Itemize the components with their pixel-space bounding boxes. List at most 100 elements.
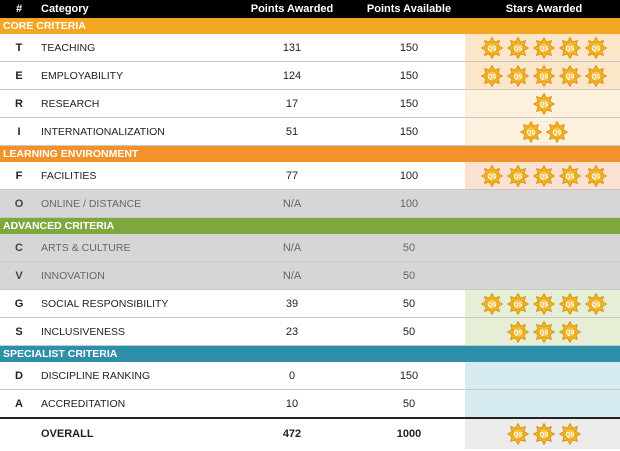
section-specialist-criteria: SPECIALIST CRITERIA [0,345,620,362]
qs-star-icon: QS [507,292,529,315]
svg-text:QS: QS [592,302,601,308]
section-title: ADVANCED CRITERIA [0,217,620,234]
row-points-awarded: N/A [231,234,353,262]
row-category: SOCIAL RESPONSIBILITY [38,289,231,318]
qs-star-icon: QS [559,36,581,59]
qs-star-icon: QS [546,120,568,143]
row-code: E [0,61,38,90]
section-title: CORE CRITERIA [0,18,620,34]
svg-text:QS: QS [540,330,549,336]
row-points-available: 150 [353,117,465,146]
row-code: S [0,317,38,346]
svg-text:QS: QS [540,74,549,80]
table-row: T TEACHING 131 150 QS QS QS QS QS [0,34,620,62]
row-points-awarded: N/A [231,189,353,218]
header-category: Category [38,0,231,18]
table-row: C ARTS & CULTURE N/A 50 [0,234,620,262]
row-code: O [0,189,38,218]
row-code: G [0,289,38,318]
row-code: F [0,162,38,190]
row-code: V [0,261,38,290]
svg-text:QS: QS [514,174,523,180]
row-category: EMPLOYABILITY [38,61,231,90]
table-row: V INNOVATION N/A 50 [0,261,620,290]
row-points-available: 100 [353,162,465,190]
row-points-awarded: 51 [231,117,353,146]
svg-text:QS: QS [566,432,575,438]
table-row: O ONLINE / DISTANCE N/A 100 [0,189,620,218]
svg-text:QS: QS [514,46,523,52]
qs-star-icon: QS [559,320,581,343]
qs-star-icon: QS [533,423,555,445]
qs-star-icon: QS [533,320,555,343]
table-header: # Category Points Awarded Points Availab… [0,0,620,18]
qs-star-icon: QS [507,164,529,187]
svg-text:QS: QS [566,174,575,180]
row-points-available: 50 [353,261,465,290]
qs-star-icon: QS [533,64,555,87]
qs-star-icon: QS [585,64,607,87]
svg-text:QS: QS [566,46,575,52]
svg-text:QS: QS [540,174,549,180]
svg-text:QS: QS [527,130,536,136]
svg-text:QS: QS [514,74,523,80]
qs-star-icon: QS [533,164,555,187]
row-points-available: 150 [353,34,465,62]
row-code: A [0,389,38,419]
qs-star-icon: QS [585,292,607,315]
row-stars [465,261,620,290]
svg-text:QS: QS [514,330,523,336]
row-category: DISCIPLINE RANKING [38,362,231,390]
row-points-available: 50 [353,317,465,346]
qs-star-icon: QS [533,292,555,315]
svg-text:QS: QS [540,46,549,52]
qs-star-icon: QS [507,36,529,59]
table-row: A ACCREDITATION 10 50 [0,389,620,419]
qs-star-icon: QS [507,423,529,445]
row-stars [465,189,620,218]
row-category: INTERNATIONALIZATION [38,117,231,146]
qs-star-icon: QS [559,64,581,87]
row-stars: QS QS QS QS QS [465,162,620,190]
qs-star-icon: QS [533,36,555,59]
overall-label: OVERALL [38,417,231,449]
svg-text:QS: QS [566,74,575,80]
row-category: INCLUSIVENESS [38,317,231,346]
row-category: ACCREDITATION [38,389,231,419]
row-category: ARTS & CULTURE [38,234,231,262]
row-stars: QS QS QS QS QS [465,289,620,318]
svg-text:QS: QS [514,432,523,438]
table-row: E EMPLOYABILITY 124 150 QS QS QS QS QS [0,61,620,90]
svg-text:QS: QS [566,302,575,308]
row-stars [465,362,620,390]
svg-text:QS: QS [592,46,601,52]
section-title: LEARNING ENVIRONMENT [0,145,620,162]
row-category: INNOVATION [38,261,231,290]
row-points-awarded: 131 [231,34,353,62]
row-code: D [0,362,38,390]
qs-star-icon: QS [533,92,555,115]
qs-star-icon: QS [520,120,542,143]
row-category: RESEARCH [38,89,231,118]
row-points-available: 50 [353,389,465,419]
row-code: I [0,117,38,146]
row-category: ONLINE / DISTANCE [38,189,231,218]
row-code: R [0,89,38,118]
row-points-available: 100 [353,189,465,218]
table-row: F FACILITIES 77 100 QS QS QS QS QS [0,162,620,190]
svg-text:QS: QS [488,46,497,52]
svg-text:QS: QS [488,74,497,80]
overall-points-awarded: 472 [231,417,353,449]
header-points-available: Points Available [353,0,465,18]
row-points-awarded: 124 [231,61,353,90]
section-learning-environment: LEARNING ENVIRONMENT [0,145,620,162]
row-category: FACILITIES [38,162,231,190]
row-category: TEACHING [38,34,231,62]
svg-text:QS: QS [540,432,549,438]
svg-text:QS: QS [592,74,601,80]
header-stars-awarded: Stars Awarded [465,0,620,18]
section-core-criteria: CORE CRITERIA [0,18,620,34]
row-stars: QS QS QS QS QS [465,34,620,62]
row-stars: QS QS [465,117,620,146]
